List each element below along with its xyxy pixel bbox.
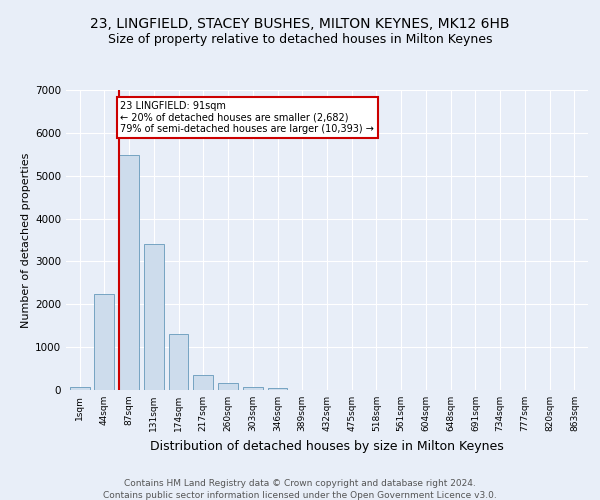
Bar bbox=[193, 374, 213, 390]
Bar bbox=[70, 386, 89, 390]
Bar bbox=[169, 334, 188, 390]
Text: Contains public sector information licensed under the Open Government Licence v3: Contains public sector information licen… bbox=[103, 491, 497, 500]
Y-axis label: Number of detached properties: Number of detached properties bbox=[21, 152, 31, 328]
Text: 23, LINGFIELD, STACEY BUSHES, MILTON KEYNES, MK12 6HB: 23, LINGFIELD, STACEY BUSHES, MILTON KEY… bbox=[90, 18, 510, 32]
Bar bbox=[268, 388, 287, 390]
X-axis label: Distribution of detached houses by size in Milton Keynes: Distribution of detached houses by size … bbox=[150, 440, 504, 452]
Bar bbox=[218, 384, 238, 390]
Text: Size of property relative to detached houses in Milton Keynes: Size of property relative to detached ho… bbox=[108, 32, 492, 46]
Bar bbox=[119, 155, 139, 390]
Bar bbox=[94, 294, 114, 390]
Text: 23 LINGFIELD: 91sqm
← 20% of detached houses are smaller (2,682)
79% of semi-det: 23 LINGFIELD: 91sqm ← 20% of detached ho… bbox=[121, 100, 374, 134]
Text: Contains HM Land Registry data © Crown copyright and database right 2024.: Contains HM Land Registry data © Crown c… bbox=[124, 479, 476, 488]
Bar bbox=[243, 387, 263, 390]
Bar bbox=[144, 244, 164, 390]
